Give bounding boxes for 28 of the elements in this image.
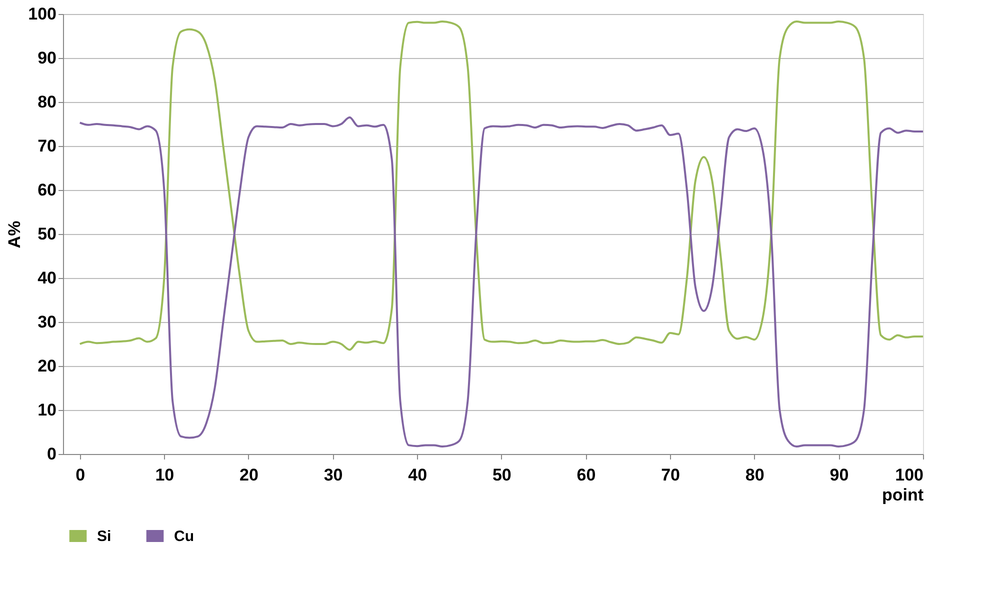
- x-tick-label: 0: [76, 466, 86, 484]
- x-axis-title: point: [882, 486, 924, 504]
- legend-label: Cu: [174, 528, 194, 545]
- line-series: [78, 116, 924, 448]
- y-tick-label: 90: [38, 48, 56, 68]
- legend-label: Si: [97, 528, 112, 545]
- x-tick-label: 80: [745, 466, 764, 484]
- line-series: [78, 20, 924, 351]
- y-tick-label: 20: [38, 356, 56, 376]
- x-tick-label: 70: [661, 466, 680, 484]
- x-tick-label: 100: [895, 466, 924, 484]
- y-tick-label: 60: [38, 180, 56, 200]
- y-axis-title: A%: [5, 220, 24, 248]
- y-tick-label: 40: [38, 268, 56, 288]
- y-tick-label: 100: [28, 4, 56, 24]
- x-tick-label: 10: [155, 466, 174, 484]
- x-tick-label: 90: [830, 466, 849, 484]
- y-tick-label: 0: [47, 444, 56, 464]
- y-tick-label: 30: [38, 312, 56, 332]
- y-tick-label: 70: [38, 136, 56, 156]
- y-tick-label: 50: [38, 224, 56, 244]
- x-tick-label: 50: [492, 466, 512, 484]
- y-tick-label: 80: [38, 92, 56, 112]
- y-tick-label: 10: [38, 400, 56, 420]
- x-tick-label: 40: [408, 466, 428, 484]
- x-tick-label: 20: [240, 466, 258, 484]
- x-tick-label: 30: [324, 466, 343, 484]
- x-tick-label: 60: [576, 466, 596, 484]
